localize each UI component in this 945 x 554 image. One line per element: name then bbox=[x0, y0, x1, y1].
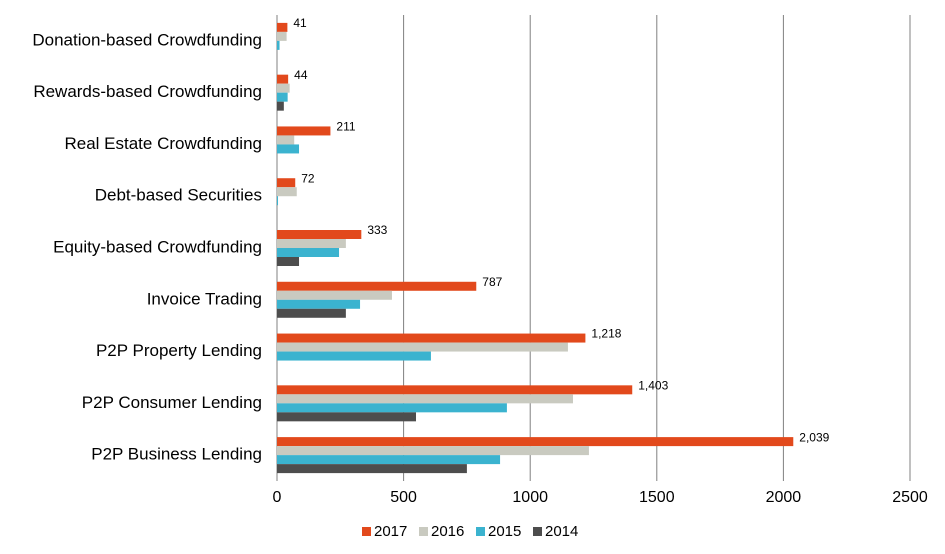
bar bbox=[277, 22, 288, 32]
value-label: 72 bbox=[301, 171, 315, 185]
legend-label: 2015 bbox=[488, 523, 521, 540]
bar bbox=[277, 178, 296, 188]
bar bbox=[277, 403, 507, 413]
value-label: 333 bbox=[367, 223, 387, 237]
bar bbox=[277, 257, 300, 266]
x-tick-label: 1000 bbox=[512, 489, 548, 506]
legend-swatch bbox=[533, 527, 542, 536]
legend-swatch bbox=[476, 527, 485, 536]
bar bbox=[277, 187, 297, 197]
bar bbox=[277, 455, 501, 465]
x-tick-label: 500 bbox=[390, 489, 417, 506]
value-label: 41 bbox=[293, 16, 307, 30]
bar bbox=[277, 446, 589, 456]
y-tick-label: Donation-based Crowdfunding bbox=[32, 30, 262, 49]
bar bbox=[277, 281, 477, 291]
bar bbox=[277, 92, 288, 102]
bar bbox=[277, 464, 467, 474]
bar bbox=[277, 290, 392, 300]
y-tick-label: Equity-based Crowdfunding bbox=[53, 237, 262, 256]
bar bbox=[277, 437, 794, 447]
y-tick-label: P2P Business Lending bbox=[91, 445, 262, 464]
value-label: 787 bbox=[482, 275, 502, 289]
x-tick-label: 2000 bbox=[766, 489, 802, 506]
y-tick-label: Debt-based Securities bbox=[95, 186, 262, 205]
bar bbox=[277, 135, 295, 145]
bar bbox=[277, 239, 346, 248]
bar bbox=[277, 351, 431, 361]
bar bbox=[277, 412, 417, 422]
x-tick-label: 2500 bbox=[892, 489, 928, 506]
bar bbox=[277, 40, 280, 50]
bar bbox=[277, 308, 346, 318]
bar bbox=[277, 31, 287, 41]
bar bbox=[277, 394, 573, 404]
y-tick-label: P2P Property Lending bbox=[96, 341, 262, 360]
bar bbox=[277, 101, 284, 111]
legend-swatch bbox=[419, 527, 428, 536]
value-label: 1,403 bbox=[638, 379, 668, 393]
bar bbox=[277, 248, 340, 257]
bar bbox=[277, 299, 361, 309]
bar bbox=[277, 74, 289, 84]
y-tick-label: Rewards-based Crowdfunding bbox=[33, 82, 262, 101]
value-label: 2,039 bbox=[799, 430, 829, 444]
y-tick-label: Invoice Trading bbox=[147, 289, 262, 308]
bar bbox=[277, 126, 331, 136]
x-tick-label: 1500 bbox=[639, 489, 675, 506]
bar bbox=[277, 342, 568, 352]
bar bbox=[277, 333, 586, 343]
bar bbox=[277, 385, 633, 395]
legend-label: 2016 bbox=[431, 523, 464, 540]
bar bbox=[277, 230, 362, 239]
x-tick-label: 0 bbox=[273, 489, 282, 506]
value-label: 211 bbox=[336, 120, 355, 134]
y-tick-label: Real Estate Crowdfunding bbox=[64, 134, 262, 153]
legend-label: 2017 bbox=[374, 523, 407, 540]
bar bbox=[277, 144, 300, 154]
bar bbox=[277, 83, 290, 93]
legend-label: 2014 bbox=[545, 523, 578, 540]
value-label: 44 bbox=[294, 68, 308, 82]
y-tick-label: P2P Consumer Lending bbox=[82, 393, 262, 412]
bar bbox=[277, 196, 279, 206]
value-label: 1,218 bbox=[591, 327, 621, 341]
legend-swatch bbox=[362, 527, 371, 536]
